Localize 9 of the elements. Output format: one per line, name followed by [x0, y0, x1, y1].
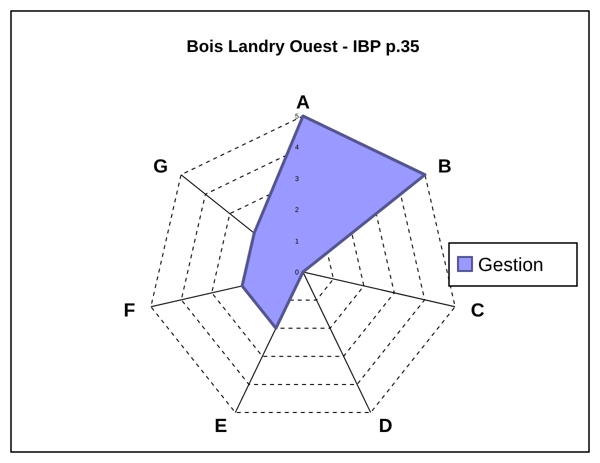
spoke-label: E — [214, 416, 228, 437]
legend-label: Gestion — [478, 255, 544, 276]
spoke-label: C — [470, 300, 485, 322]
spoke-label: A — [296, 92, 310, 114]
spoke-label: B — [438, 156, 452, 178]
spoke-label: G — [153, 156, 168, 178]
spoke-label: D — [378, 416, 392, 437]
chart-title: Bois Landry Ouest - IBP p.35 — [186, 37, 420, 56]
spoke-label: F — [124, 300, 136, 322]
